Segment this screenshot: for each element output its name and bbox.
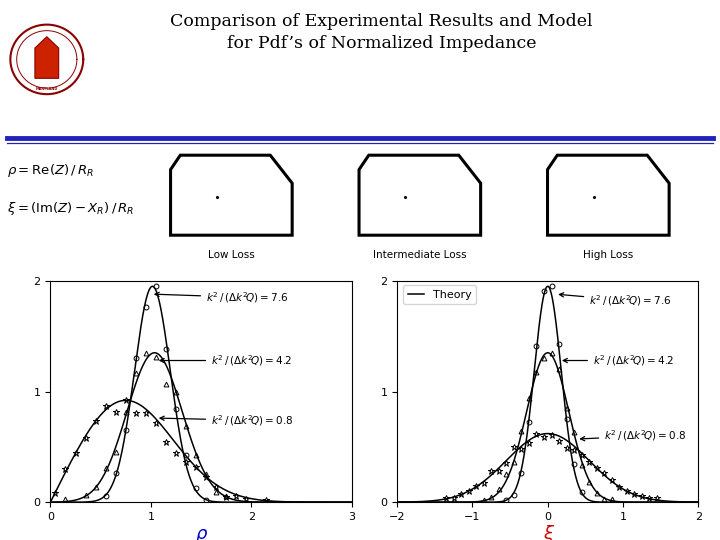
Text: Intermediate Loss: Intermediate Loss — [373, 249, 467, 260]
Polygon shape — [547, 155, 669, 235]
Polygon shape — [35, 37, 59, 78]
Polygon shape — [359, 155, 481, 235]
X-axis label: ρ: ρ — [195, 525, 207, 540]
X-axis label: ξ: ξ — [543, 525, 553, 540]
Text: $k^2\,/\,(\Delta k^2\!Q) = 0.8$: $k^2\,/\,(\Delta k^2\!Q) = 0.8$ — [580, 428, 686, 443]
Text: $k^2\,/\,(\Delta k^2\!Q) = 0.8$: $k^2\,/\,(\Delta k^2\!Q) = 0.8$ — [160, 413, 293, 428]
Text: for Pdf’s of Normalized Impedance: for Pdf’s of Normalized Impedance — [227, 35, 536, 52]
Polygon shape — [359, 170, 379, 235]
Text: $k^2\,/\,(\Delta k^2\!Q) = 7.6$: $k^2\,/\,(\Delta k^2\!Q) = 7.6$ — [155, 290, 289, 305]
Polygon shape — [567, 220, 649, 235]
Polygon shape — [171, 155, 292, 235]
Polygon shape — [547, 170, 567, 235]
Text: High Loss: High Loss — [583, 249, 634, 260]
Text: Low Loss: Low Loss — [208, 249, 255, 260]
Text: $k^2\,/\,(\Delta k^2\!Q) = 7.6$: $k^2\,/\,(\Delta k^2\!Q) = 7.6$ — [559, 293, 672, 308]
Polygon shape — [634, 155, 669, 235]
Text: MARYLAND: MARYLAND — [36, 87, 58, 91]
Text: Comparison of Experimental Results and Model: Comparison of Experimental Results and M… — [171, 14, 593, 30]
Polygon shape — [379, 220, 481, 235]
Text: $k^2\,/\,(\Delta k^2\!Q) = 4.2$: $k^2\,/\,(\Delta k^2\!Q) = 4.2$ — [563, 353, 675, 368]
Text: $k^2\,/\,(\Delta k^2\!Q) = 4.2$: $k^2\,/\,(\Delta k^2\!Q) = 4.2$ — [160, 353, 292, 368]
Text: $\xi = (\mathrm{Im}(Z) - X_R)\,/\,R_R$: $\xi = (\mathrm{Im}(Z) - X_R)\,/\,R_R$ — [7, 200, 135, 217]
Text: $\rho = \mathrm{Re}(Z)\,/\,R_R$: $\rho = \mathrm{Re}(Z)\,/\,R_R$ — [7, 162, 94, 179]
Legend: Theory: Theory — [403, 285, 477, 304]
